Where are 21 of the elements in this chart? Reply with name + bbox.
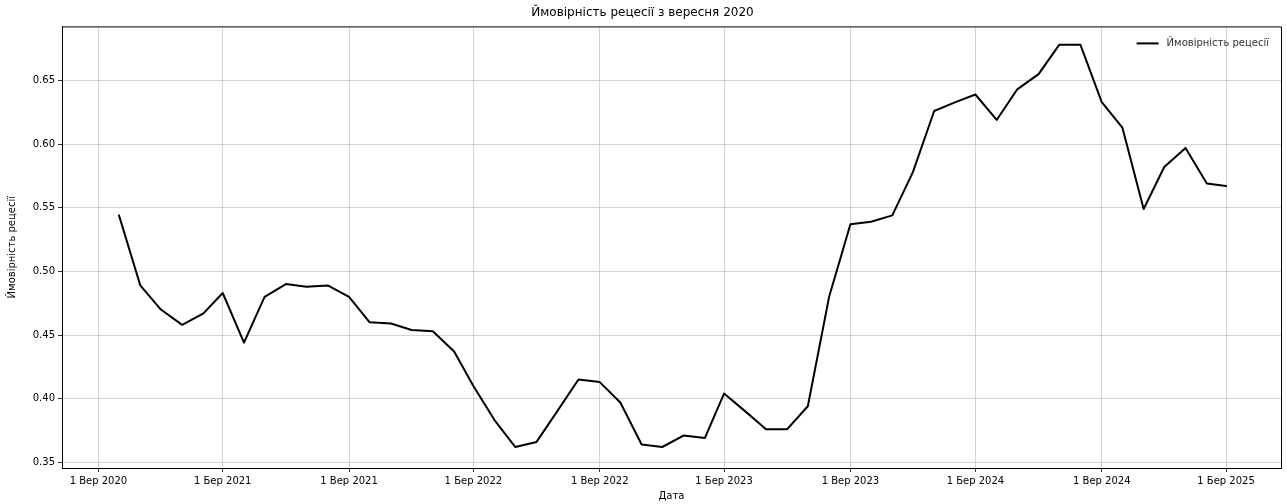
x-tick-label: 1 Бер 2023	[695, 474, 753, 486]
y-axis-title: Ймовірність рецесії	[4, 195, 17, 299]
chart-title: Ймовірність рецесії з вересня 2020	[531, 4, 754, 20]
y-tick-label: 0.35	[32, 455, 55, 467]
x-tick-label: 1 Бер 2022	[444, 474, 503, 486]
x-axis-title: Дата	[658, 489, 685, 501]
x-tick-label: 1 Вер 2024	[1072, 474, 1131, 486]
x-tick-label: 1 Вер 2023	[821, 474, 880, 486]
y-tick-label: 0.55	[32, 201, 55, 213]
y-tick-label: 0.60	[32, 137, 55, 149]
y-tick-label: 0.65	[32, 74, 55, 86]
x-tick-label: 1 Вер 2022	[570, 474, 629, 486]
legend-label: Ймовірність рецесії	[1166, 35, 1270, 48]
y-tick-label: 0.45	[32, 328, 55, 340]
y-tick-label: 0.40	[32, 392, 55, 404]
x-tick-label: 1 Вер 2020	[69, 474, 128, 486]
x-tick-label: 1 Бер 2021	[193, 474, 252, 486]
x-tick-label: 1 Бер 2024	[946, 474, 1005, 486]
x-tick-label: 1 Бер 2025	[1197, 474, 1255, 486]
y-tick-label: 0.50	[32, 264, 55, 276]
x-tick-label: 1 Вер 2021	[320, 474, 378, 486]
